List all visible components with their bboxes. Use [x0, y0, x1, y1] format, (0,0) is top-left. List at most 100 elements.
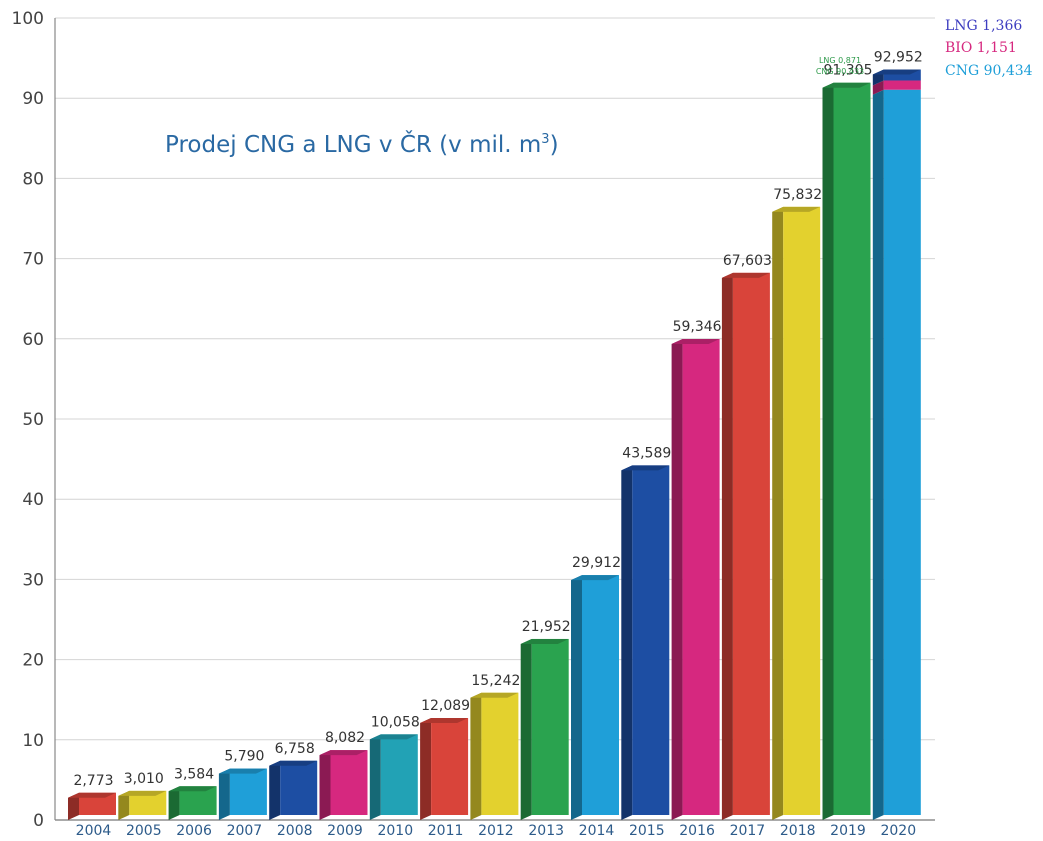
bar-face [632, 465, 670, 815]
bar-2020 [872, 69, 921, 821]
bar-side [822, 82, 834, 821]
bar-top [520, 638, 569, 644]
bar-top [872, 69, 921, 75]
data-label: 59,346 [673, 319, 722, 335]
bar-2005 [118, 790, 167, 820]
chart-title: Prodej CNG a LNG v ČR (v mil. m3) [165, 130, 559, 158]
bar-side [118, 790, 130, 820]
bar-top [369, 734, 418, 740]
y-tick-label: 10 [22, 731, 44, 751]
bar-face [229, 768, 267, 815]
data-label: 91,305 [824, 63, 873, 79]
grid-lines [55, 17, 935, 821]
bar-2010 [369, 734, 418, 820]
y-tick-label: 50 [22, 410, 44, 430]
bar-face [883, 69, 921, 81]
bar-side [369, 734, 381, 820]
x-tick-label: 2005 [126, 823, 162, 839]
bar-top [168, 786, 217, 792]
bar-top [621, 465, 670, 471]
bar-2018 [772, 206, 821, 820]
bar-side [520, 638, 532, 820]
bar-face [883, 89, 921, 816]
bar-2020-segment-lng [872, 69, 921, 86]
bar-top [118, 790, 167, 796]
bar-2007 [218, 768, 267, 820]
bar-top [420, 718, 469, 724]
bar-side [571, 575, 582, 820]
x-tick-label: 2017 [730, 823, 766, 839]
bar-face [79, 792, 116, 815]
x-tick-label: 2011 [428, 823, 464, 839]
bars [68, 69, 921, 821]
bar-top [721, 272, 770, 278]
x-tick-label: 2010 [377, 823, 413, 839]
bar-side [470, 692, 482, 820]
bar-side [168, 786, 180, 820]
bar-2006 [168, 786, 217, 820]
bar-face [783, 206, 821, 815]
bar-top [671, 339, 720, 345]
bar-top [269, 760, 318, 766]
bar-side [218, 768, 230, 820]
y-axis: 0 10 20 30 40 50 60 70 80 90 100 [12, 9, 56, 831]
x-tick-label: 2013 [528, 823, 564, 839]
bar-top [68, 792, 116, 798]
bar-side [772, 206, 784, 820]
bar-2020-segment-cng [872, 89, 921, 821]
bar-side [621, 465, 633, 820]
x-axis: 2004 2005 2006 2007 2008 2009 2010 2011 2012 2013… [76, 823, 916, 839]
bar-face [883, 80, 921, 90]
bar-2008 [269, 760, 318, 820]
x-tick-label: 2020 [880, 823, 916, 839]
bar-top [218, 768, 267, 774]
bar-side [68, 792, 79, 820]
bar-2013 [520, 638, 569, 820]
bar-face [330, 750, 368, 815]
bar-side [721, 272, 733, 820]
bar-face [833, 82, 871, 816]
y-tick-label: 20 [22, 651, 44, 671]
x-tick-label: 2014 [579, 823, 615, 839]
bar-side [872, 89, 884, 821]
data-labels: 2,773 3,010 3,584 5,790 6,758 8,082 10,05812,0… [73, 50, 922, 789]
bar-2020-segment-bio [872, 80, 921, 95]
bar-2012 [470, 692, 519, 820]
x-tick-label: 2018 [780, 823, 816, 839]
y-tick-label: 40 [22, 490, 44, 510]
data-label: 29,912 [572, 555, 621, 571]
x-tick-label: 2009 [327, 823, 363, 839]
bar-face [380, 734, 418, 815]
data-label: 3,010 [124, 771, 164, 787]
y-tick-label: 70 [22, 250, 44, 270]
bar-face [431, 718, 469, 815]
data-label: 21,952 [522, 619, 571, 635]
y-tick-label: 0 [33, 811, 44, 831]
data-label: 67,603 [723, 253, 772, 269]
data-label: 75,832 [773, 187, 822, 203]
bar-face [682, 339, 720, 815]
x-tick-label: 2019 [830, 823, 866, 839]
bar-2004 [68, 792, 116, 820]
bar-side [420, 718, 432, 820]
data-label: 43,589 [622, 445, 671, 461]
legend-cng: CNG 90,434 [945, 63, 1033, 79]
bar-top [571, 575, 619, 581]
bar-top [470, 692, 519, 698]
y-tick-label: 90 [22, 89, 44, 109]
data-label: 12,089 [421, 698, 470, 714]
x-tick-label: 2006 [176, 823, 212, 839]
x-tick-label: 2015 [629, 823, 665, 839]
bar-top [772, 206, 821, 212]
bar-2014 [571, 575, 619, 820]
data-label: 8,082 [325, 730, 365, 746]
x-tick-label: 2004 [76, 823, 112, 839]
data-label: 15,242 [471, 673, 520, 689]
y-tick-label: 100 [12, 9, 44, 29]
data-label: 92,952 [874, 50, 923, 66]
data-label: 10,058 [371, 714, 420, 730]
bar-face [582, 575, 619, 815]
bar-top [319, 750, 368, 756]
bar-2009 [319, 750, 368, 820]
annotation-2019-lng: LNG 0,871 [819, 56, 861, 65]
